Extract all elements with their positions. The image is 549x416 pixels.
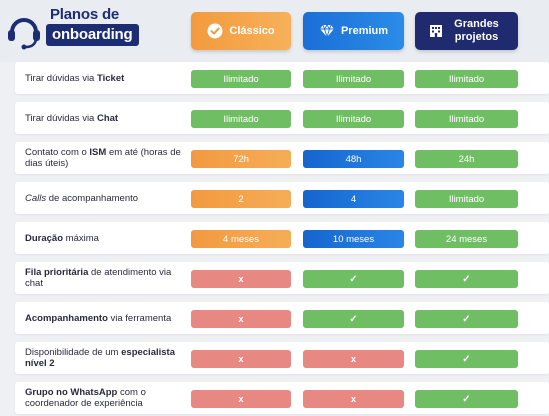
cell-premium: Ilimitado — [303, 110, 404, 128]
plan-header-premium: Premium — [303, 12, 404, 50]
row-label: Duração máxima — [25, 232, 99, 244]
cell-grandes-projetos: ✓ — [415, 310, 518, 328]
row-label: Tirar dúvidas via Ticket — [25, 72, 125, 84]
logo: Planos de onboarding — [4, 4, 174, 54]
cell-grandes-projetos: 24 meses — [415, 230, 518, 248]
cell-grandes-projetos: ✓ — [415, 350, 518, 368]
row-especialista: Disponibilidade de um especialista nível… — [15, 342, 549, 374]
headset-icon — [8, 18, 40, 50]
row-duracao: Duração máxima 4 meses 10 meses 24 meses — [15, 222, 549, 254]
row-calls: Calls de acompanhamento 2 4 Ilimitado — [15, 182, 549, 214]
cell-classico: 2 — [191, 190, 291, 208]
logo-title-line2: onboarding — [46, 24, 139, 46]
row-label: Disponibilidade de um especialista nível… — [25, 347, 175, 369]
row-label: Grupo no WhatsApp com o coordenador de e… — [25, 387, 146, 409]
cell-premium: ✓ — [303, 270, 404, 288]
cell-grandes-projetos: ✓ — [415, 270, 518, 288]
cell-classico: 72h — [191, 150, 291, 168]
diamond-icon — [319, 24, 335, 38]
cell-classico: Ilimitado — [191, 110, 291, 128]
cell-classico: Ilimitado — [191, 70, 291, 88]
row-chat: Tirar dúvidas via Chat Ilimitado Ilimita… — [15, 102, 549, 134]
cell-grandes-projetos: Ilimitado — [415, 70, 518, 88]
cell-classico: x — [191, 350, 291, 368]
plan-header-classico: Clássico — [191, 12, 291, 50]
building-icon — [429, 24, 443, 38]
check-circle-icon — [207, 23, 223, 39]
cell-premium: Ilimitado — [303, 70, 404, 88]
plan-name-grandes-projetos: Grandes projetos — [454, 18, 499, 43]
plan-name-classico: Clássico — [229, 24, 275, 37]
cell-premium: 48h — [303, 150, 404, 168]
cell-classico: x — [191, 390, 291, 408]
row-label: Tirar dúvidas via Chat — [25, 112, 119, 124]
row-contato-ism: Contato com o ISM em até (horas de dias … — [15, 142, 549, 174]
cell-classico: 4 meses — [191, 230, 291, 248]
cell-premium: x — [303, 350, 404, 368]
cell-grandes-projetos: Ilimitado — [415, 190, 518, 208]
row-label: Acompanhamento via ferramenta — [25, 312, 172, 324]
cell-premium: 4 — [303, 190, 404, 208]
row-label: Contato com o ISM em até (horas de dias … — [25, 147, 181, 169]
cell-classico: x — [191, 310, 291, 328]
cell-classico: x — [191, 270, 291, 288]
cell-grandes-projetos: Ilimitado — [415, 110, 518, 128]
plan-header-grandes-projetos: Grandes projetos — [415, 12, 518, 50]
row-label: Calls de acompanhamento — [25, 192, 139, 204]
cell-premium: ✓ — [303, 310, 404, 328]
cell-grandes-projetos: 24h — [415, 150, 518, 168]
cell-premium: x — [303, 390, 404, 408]
row-fila-prioritaria: Fila prioritária de atendimento via chat… — [15, 262, 549, 294]
row-acompanhamento: Acompanhamento via ferramenta x ✓ ✓ — [15, 302, 549, 334]
row-ticket: Tirar dúvidas via Ticket Ilimitado Ilimi… — [15, 62, 549, 94]
row-label: Fila prioritária de atendimento via chat — [25, 267, 172, 289]
cell-grandes-projetos: ✓ — [415, 390, 518, 408]
logo-title-line1: Planos de — [50, 6, 120, 23]
row-grupo-whatsapp: Grupo no WhatsApp com o coordenador de e… — [15, 382, 549, 414]
plan-name-premium: Premium — [340, 24, 389, 37]
cell-premium: 10 meses — [303, 230, 404, 248]
